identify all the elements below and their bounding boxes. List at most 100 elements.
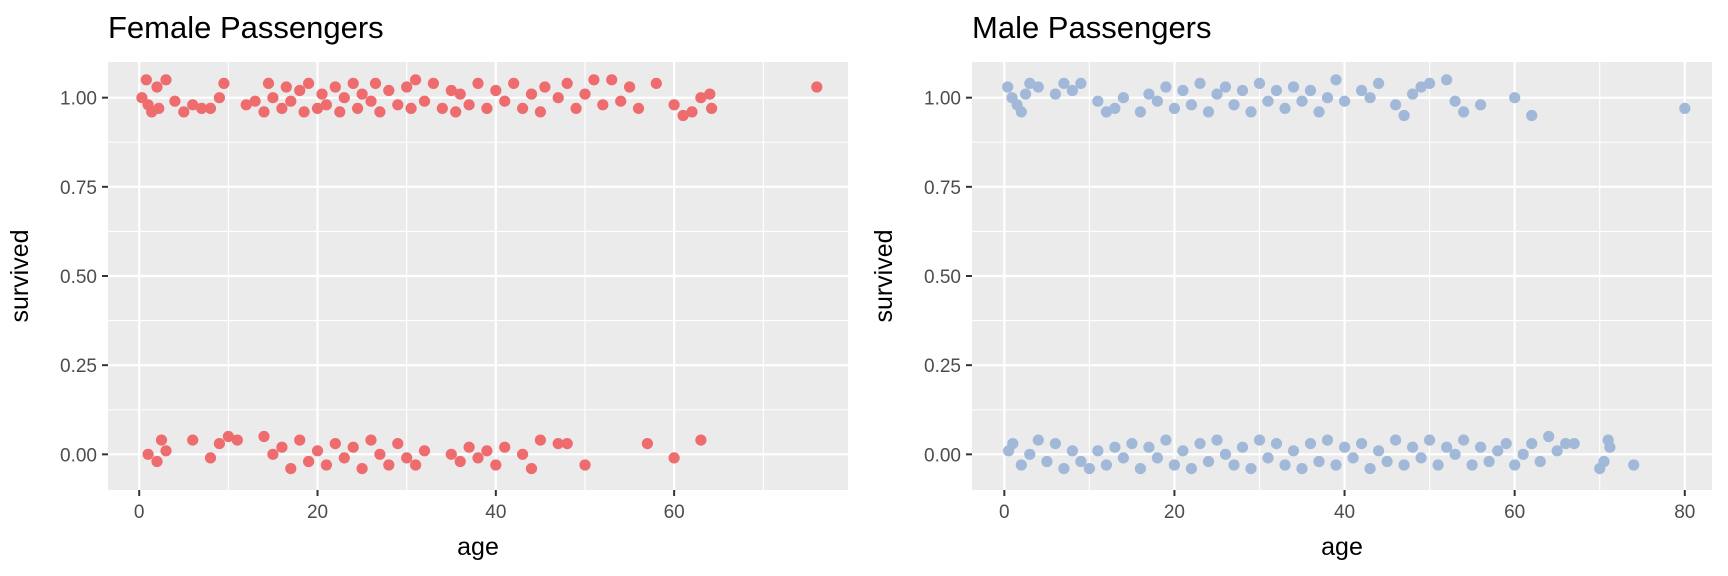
data-point	[1296, 95, 1308, 107]
data-point	[374, 448, 386, 460]
data-point	[1347, 452, 1359, 464]
data-point	[1100, 106, 1112, 118]
data-point	[1449, 95, 1461, 107]
y-tick-label: 0.75	[924, 178, 961, 199]
data-point	[1236, 441, 1249, 453]
data-point	[1466, 459, 1478, 471]
data-point	[539, 81, 551, 93]
x-tick-label: 0	[134, 502, 145, 523]
data-point	[316, 88, 328, 100]
data-point	[1424, 434, 1436, 446]
data-point	[338, 92, 350, 104]
data-point	[1509, 92, 1521, 104]
data-point	[1253, 434, 1266, 446]
data-point	[1134, 463, 1146, 475]
data-point	[410, 74, 422, 86]
data-point	[1373, 445, 1385, 457]
data-point	[811, 81, 823, 93]
data-point	[1526, 109, 1538, 122]
data-point	[285, 463, 297, 475]
data-point	[151, 81, 163, 93]
data-point	[534, 106, 547, 118]
x-tick-label: 60	[1504, 502, 1525, 523]
data-point	[329, 438, 341, 450]
data-point	[1100, 459, 1112, 471]
data-point	[1151, 95, 1163, 107]
data-point	[196, 102, 208, 114]
data-point	[1441, 74, 1453, 86]
data-point	[374, 106, 386, 118]
data-point	[427, 77, 439, 89]
data-point	[1304, 84, 1317, 97]
x-tick-label: 20	[307, 502, 328, 523]
data-point	[1449, 448, 1461, 460]
data-point	[1321, 92, 1334, 104]
data-point	[436, 102, 448, 114]
data-point	[1151, 452, 1163, 464]
data-point	[1407, 441, 1419, 453]
panel-male: 0 20 40 60 80 0.00 0.25 0.50 0.75 1.00 Male Passen…	[870, 10, 1712, 561]
data-point	[383, 84, 395, 97]
data-point	[1083, 463, 1095, 475]
data-point	[695, 92, 707, 104]
data-point	[294, 84, 306, 97]
data-point	[1202, 106, 1215, 118]
data-point	[267, 448, 279, 460]
data-point	[1381, 455, 1393, 468]
data-point	[632, 102, 645, 114]
data-point	[1262, 452, 1274, 464]
data-point	[187, 434, 199, 446]
data-point	[1211, 434, 1223, 446]
data-point	[169, 95, 181, 107]
data-point	[1058, 77, 1070, 89]
data-point	[606, 74, 618, 86]
data-point	[615, 95, 627, 107]
data-point	[160, 445, 172, 457]
data-point	[1185, 463, 1197, 475]
x-axis-title: age	[457, 533, 499, 561]
data-point	[1219, 81, 1232, 93]
data-point	[1041, 455, 1053, 468]
data-point	[267, 92, 279, 104]
data-point	[1679, 102, 1691, 114]
data-point	[1313, 106, 1325, 118]
data-point	[151, 455, 163, 468]
data-point	[1475, 99, 1487, 111]
data-point	[1092, 95, 1104, 107]
data-point	[294, 434, 306, 446]
data-point	[499, 95, 511, 107]
data-point	[1398, 109, 1410, 122]
data-point	[570, 102, 582, 114]
data-point	[1117, 92, 1129, 104]
data-point	[153, 102, 165, 114]
data-point	[650, 77, 662, 89]
data-point	[160, 74, 172, 86]
data-point	[329, 81, 341, 93]
data-point	[1049, 88, 1061, 100]
x-tick-label: 0	[999, 502, 1010, 523]
data-point	[454, 455, 466, 468]
y-tick-label: 0.25	[924, 356, 961, 377]
x-tick-label: 40	[485, 502, 506, 523]
data-point	[1245, 463, 1257, 475]
data-point	[1543, 430, 1555, 443]
data-point	[311, 445, 324, 457]
data-point	[405, 102, 417, 114]
points	[136, 74, 823, 475]
data-point	[347, 441, 359, 453]
data-point	[1458, 434, 1470, 446]
data-point	[276, 441, 288, 453]
data-point	[1304, 438, 1317, 450]
data-point	[1458, 106, 1470, 118]
data-point	[280, 81, 292, 93]
data-point	[231, 434, 243, 446]
data-point	[1330, 459, 1342, 471]
data-point	[1373, 77, 1385, 89]
data-point	[472, 452, 484, 464]
y-tick-label: 0.50	[60, 267, 97, 288]
data-point	[204, 102, 217, 114]
data-point	[1560, 438, 1572, 450]
data-point	[142, 448, 154, 460]
data-point	[347, 77, 359, 89]
y-tick-label: 0.75	[60, 178, 97, 199]
